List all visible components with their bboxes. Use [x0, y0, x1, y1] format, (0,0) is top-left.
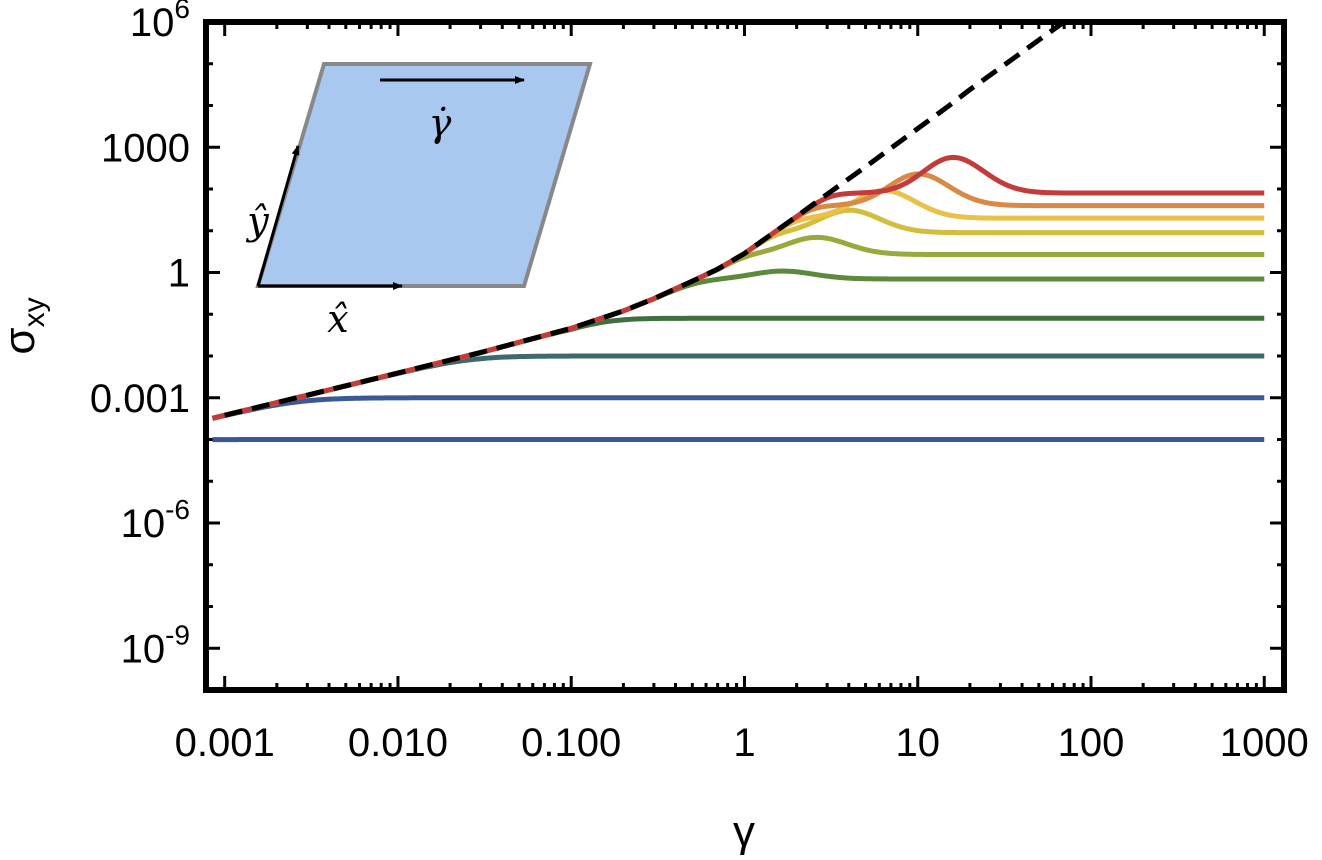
y-tick-label: 106: [130, 0, 190, 45]
y-tick-label: 10-6: [121, 494, 190, 546]
y-hat-label: ŷ: [245, 199, 269, 243]
curve-group: [211, 22, 1265, 443]
sheared-cell: [255, 62, 593, 288]
x-tick-label: 0.100: [521, 721, 621, 765]
x-hat-label: x̂: [327, 297, 348, 341]
plot-frame: [203, 19, 1287, 693]
y-tick-label-base: 1000: [101, 126, 190, 170]
x-tick-label: 0.010: [348, 721, 448, 765]
envelope-dashed-line: [224, 22, 1069, 418]
series-2-line: [211, 395, 1265, 421]
y-axis-title: σxy: [0, 297, 51, 354]
shear-cell-inset: γ̇ x̂ ŷ: [245, 62, 593, 341]
series-4-line: [211, 315, 1265, 421]
y-axis-title-subscript: xy: [18, 297, 51, 327]
x-axis-title: γ: [733, 807, 755, 856]
x-tick-label: 1000: [1220, 721, 1309, 765]
x-tick-label: 1: [733, 721, 755, 765]
y-axis-title-main: σ: [0, 327, 44, 354]
y-tick-label-exponent: -9: [165, 619, 190, 650]
y-tick-label: 1000: [101, 126, 190, 170]
y-tick-label-exponent: -6: [165, 494, 190, 525]
tick-labels: 0.001 0.010 0.100 1 10 100 100010-910-60.00111…: [90, 0, 1309, 765]
x-tick-label: 100: [1058, 721, 1125, 765]
series-3-line: [211, 353, 1265, 421]
y-tick-label-base: 1: [168, 252, 190, 296]
y-tick-label: 0.001: [90, 377, 190, 421]
y-tick-label-base: 10: [130, 1, 175, 45]
y-tick-label-base: 10: [121, 502, 166, 546]
x-tick-label: 0.001: [175, 721, 275, 765]
y-tick-label: 1: [168, 252, 190, 296]
y-tick-label-base: 10: [121, 627, 166, 671]
y-tick-label-base: 0.001: [90, 377, 190, 421]
y-hat-arrow: [256, 145, 300, 287]
shear-rate-label: γ̇: [429, 101, 452, 145]
y-tick-label: 10-9: [121, 619, 190, 671]
x-tick-label: 10: [895, 721, 940, 765]
y-tick-label-exponent: 6: [174, 0, 190, 24]
